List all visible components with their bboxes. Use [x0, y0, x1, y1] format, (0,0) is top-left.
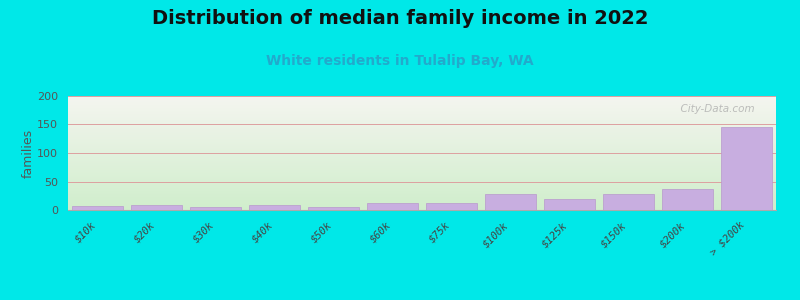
Bar: [190, 207, 241, 210]
Bar: [73, 206, 122, 210]
Text: Distribution of median family income in 2022: Distribution of median family income in …: [152, 9, 648, 28]
Bar: [722, 127, 771, 210]
Text: City-Data.com: City-Data.com: [674, 104, 754, 114]
Bar: [486, 194, 535, 210]
Bar: [603, 194, 654, 210]
Bar: [250, 205, 299, 210]
Bar: [131, 205, 182, 210]
Text: White residents in Tulalip Bay, WA: White residents in Tulalip Bay, WA: [266, 54, 534, 68]
Bar: [662, 189, 713, 210]
Bar: [545, 199, 594, 210]
Y-axis label: families: families: [22, 128, 34, 178]
Bar: [426, 202, 477, 210]
Bar: [367, 202, 418, 210]
Bar: [309, 207, 358, 210]
